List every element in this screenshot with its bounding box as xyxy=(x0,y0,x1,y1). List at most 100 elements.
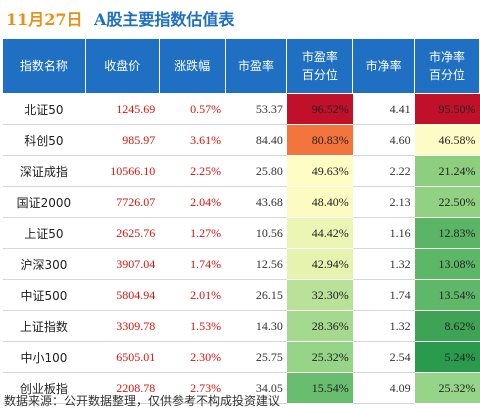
col-header-close[interactable]: 收盘价 xyxy=(84,38,160,94)
title-bar: 11月27日 A股主要指数估值表 xyxy=(0,0,480,32)
change-cell: 2.04% xyxy=(159,186,226,218)
table-row[interactable]: 沪深300 3907.04 1.74% 12.56 42.94% 1.32 13.08% xyxy=(2,248,480,280)
pe-cell: 10.56 xyxy=(225,217,287,249)
index-name-cell: 北证50 xyxy=(2,93,86,125)
close-price-cell: 3907.04 xyxy=(85,248,160,280)
table-row[interactable]: 科创50 985.97 3.61% 84.40 80.83% 4.60 46.58% xyxy=(2,124,480,156)
pb-percentile-cell: 12.83% xyxy=(414,217,480,249)
pb-cell: 2.13 xyxy=(352,186,415,218)
pe-percentile-cell: 49.63% xyxy=(286,155,353,187)
col-header-pb-percentile[interactable]: 市净率 百分位 xyxy=(414,38,480,94)
index-name-cell: 中证500 xyxy=(2,279,86,311)
pb-percentile-cell: 21.24% xyxy=(414,155,480,187)
pe-cell: 25.80 xyxy=(225,155,287,187)
pb-cell: 1.32 xyxy=(352,310,415,342)
table-row[interactable]: 中小100 6505.01 2.30% 25.75 25.32% 2.54 5.24% xyxy=(2,341,480,373)
valuation-table: 指数名称 收盘价 涨跌幅 市盈率 市盈率 百分位 市净率 市净率 百分位 北证5… xyxy=(2,38,480,404)
pb-percentile-cell: 25.32% xyxy=(414,372,480,404)
change-cell: 1.27% xyxy=(159,217,226,249)
pb-cell: 4.09 xyxy=(352,372,415,404)
change-cell: 1.53% xyxy=(159,310,226,342)
table-header-row: 指数名称 收盘价 涨跌幅 市盈率 市盈率 百分位 市净率 市净率 百分位 xyxy=(2,38,480,94)
table-body: 北证50 1245.69 0.57% 53.37 96.52% 4.41 95.50% 科创5… xyxy=(2,93,480,404)
pe-percentile-cell: 28.36% xyxy=(286,310,353,342)
pe-cell: 14.30 xyxy=(225,310,287,342)
pe-percentile-cell: 42.94% xyxy=(286,248,353,280)
table-row[interactable]: 创业板指 2208.78 2.73% 34.05 15.54% 4.09 25.32% xyxy=(2,372,480,404)
pe-cell: 84.40 xyxy=(225,124,287,156)
pb-percentile-cell: 13.54% xyxy=(414,279,480,311)
index-name-cell: 上证指数 xyxy=(2,310,86,342)
index-name-cell: 科创50 xyxy=(2,124,86,156)
index-name-cell: 国证2000 xyxy=(2,186,86,218)
pe-percentile-cell: 32.30% xyxy=(286,279,353,311)
change-cell: 1.74% xyxy=(159,248,226,280)
date-label: 11月27日 xyxy=(6,10,83,29)
close-price-cell: 7726.07 xyxy=(85,186,160,218)
pb-cell: 1.32 xyxy=(352,248,415,280)
index-name-cell: 创业板指 xyxy=(2,372,86,404)
index-name-cell: 上证50 xyxy=(2,217,86,249)
header-label: 收盘价 xyxy=(104,59,141,73)
pe-percentile-cell: 80.83% xyxy=(286,124,353,156)
close-price-cell: 985.97 xyxy=(85,124,160,156)
close-price-cell: 6505.01 xyxy=(85,341,160,373)
pe-percentile-cell: 25.32% xyxy=(286,341,353,373)
col-header-pb[interactable]: 市净率 xyxy=(352,38,416,94)
header-label: 涨跌幅 xyxy=(174,59,211,73)
pb-cell: 2.54 xyxy=(352,341,415,373)
pb-percentile-cell: 8.62% xyxy=(414,310,480,342)
pb-cell: 4.41 xyxy=(352,93,415,125)
change-cell: 2.25% xyxy=(159,155,226,187)
pb-percentile-cell: 5.24% xyxy=(414,341,480,373)
index-name-cell: 沪深300 xyxy=(2,248,86,280)
pb-cell: 2.22 xyxy=(352,155,415,187)
close-price-cell: 3309.78 xyxy=(85,310,160,342)
header-label: 市净率 百分位 xyxy=(429,50,466,82)
source-note: 数据来源：公开数据整理，仅供参考不构成投资建议 xyxy=(4,394,281,408)
table-row[interactable]: 深证成指 10566.10 2.25% 25.80 49.63% 2.22 21.24% xyxy=(2,155,480,187)
close-price-cell: 2625.76 xyxy=(85,217,160,249)
col-header-change[interactable]: 涨跌幅 xyxy=(158,38,226,94)
close-price-cell: 5804.94 xyxy=(85,279,160,311)
change-cell: 2.73% xyxy=(159,372,226,404)
index-name-cell: 深证成指 xyxy=(2,155,86,187)
pe-cell: 26.15 xyxy=(225,279,287,311)
page-title: A股主要指数估值表 xyxy=(94,10,235,29)
change-cell: 2.01% xyxy=(159,279,226,311)
pe-percentile-cell: 44.42% xyxy=(286,217,353,249)
table-row[interactable]: 上证50 2625.76 1.27% 10.56 44.42% 1.16 12.83% xyxy=(2,217,480,249)
pb-cell: 1.16 xyxy=(352,217,415,249)
pe-percentile-cell: 48.40% xyxy=(286,186,353,218)
change-cell: 3.61% xyxy=(159,124,226,156)
pb-percentile-cell: 95.50% xyxy=(414,93,480,125)
index-name-cell: 中小100 xyxy=(2,341,86,373)
table-row[interactable]: 国证2000 7726.07 2.04% 43.68 48.40% 2.13 22.50% xyxy=(2,186,480,218)
change-cell: 0.57% xyxy=(159,93,226,125)
pe-cell: 34.05 xyxy=(225,372,287,404)
close-price-cell: 10566.10 xyxy=(85,155,160,187)
table-row[interactable]: 上证指数 3309.78 1.53% 14.30 28.36% 1.32 8.62% xyxy=(2,310,480,342)
header-label: 市盈率 百分位 xyxy=(301,50,338,82)
change-cell: 2.30% xyxy=(159,341,226,373)
col-header-pe-percentile[interactable]: 市盈率 百分位 xyxy=(286,38,354,94)
pe-cell: 53.37 xyxy=(225,93,287,125)
header-label: 指数名称 xyxy=(19,59,68,73)
col-header-index-name[interactable]: 指数名称 xyxy=(2,38,86,94)
table-row[interactable]: 北证50 1245.69 0.57% 53.37 96.52% 4.41 95.50% xyxy=(2,93,480,125)
close-price-cell: 2208.78 xyxy=(85,372,160,404)
pe-percentile-cell: 96.52% xyxy=(286,93,353,125)
table-row[interactable]: 中证500 5804.94 2.01% 26.15 32.30% 1.74 13.54% xyxy=(2,279,480,311)
pe-cell: 25.75 xyxy=(225,341,287,373)
close-price-cell: 1245.69 xyxy=(85,93,160,125)
pb-percentile-cell: 46.58% xyxy=(414,124,480,156)
pe-percentile-cell: 15.54% xyxy=(286,372,353,404)
pb-percentile-cell: 13.08% xyxy=(414,248,480,280)
pb-percentile-cell: 22.50% xyxy=(414,186,480,218)
pe-cell: 43.68 xyxy=(225,186,287,218)
pb-cell: 4.60 xyxy=(352,124,415,156)
col-header-pe[interactable]: 市盈率 xyxy=(224,38,288,94)
pb-cell: 1.74 xyxy=(352,279,415,311)
pe-cell: 12.56 xyxy=(225,248,287,280)
header-label: 市盈率 xyxy=(237,59,274,73)
